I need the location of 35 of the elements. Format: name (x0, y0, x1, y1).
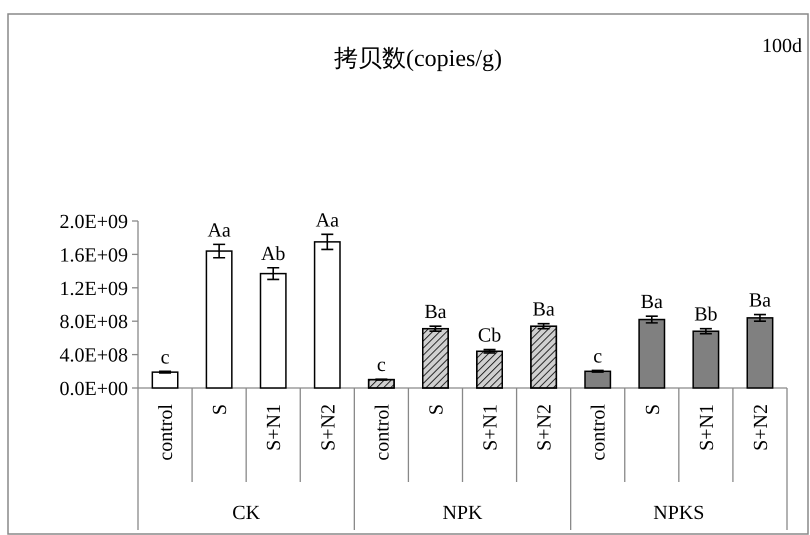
x-tick-label: S (642, 404, 664, 416)
y-tick-label: 8.0E+08 (60, 311, 128, 334)
data-label: Aa (316, 209, 340, 232)
x-tick-label: S+N2 (750, 404, 772, 451)
x-tick-label: S (209, 404, 232, 416)
data-label: Ba (640, 291, 664, 314)
x-tick-label: control (371, 404, 394, 461)
text: 100d (762, 35, 802, 57)
y-tick-label: 1.6E+09 (60, 244, 128, 266)
data-label: Ba (424, 301, 447, 324)
text: NPK (442, 502, 484, 524)
x-tick-label: S+N1 (263, 404, 286, 451)
data-label: c (160, 346, 170, 368)
text: CK (232, 502, 261, 524)
chart-title: 拷贝数(copies/g) (334, 46, 502, 72)
x-tick-label: S+N2 (317, 404, 340, 451)
data-label: c (376, 354, 386, 376)
x-tick-label: S+N1 (696, 404, 718, 451)
y-tick-label: 1.2E+09 (60, 278, 128, 300)
data-label: Bb (694, 304, 718, 326)
x-tick-label: control (155, 404, 178, 461)
x-tick-label: S+N2 (534, 404, 556, 451)
data-label: c (593, 345, 602, 368)
x-tick-label: S (425, 404, 448, 416)
y-tick-label: 4.0E+08 (60, 344, 128, 367)
data-label: Ab (260, 242, 286, 265)
y-tick-label: 2.0E+09 (60, 211, 128, 233)
data-label: Cb (478, 324, 502, 347)
x-tick-label: control (588, 404, 610, 461)
data-label: Ba (748, 290, 772, 312)
text: NPKS (653, 502, 704, 524)
data-label: Aa (207, 219, 231, 242)
data-label: Ba (532, 298, 555, 321)
y-tick-label: 0.0E+00 (60, 378, 128, 400)
x-tick-label: S+N1 (480, 404, 502, 451)
